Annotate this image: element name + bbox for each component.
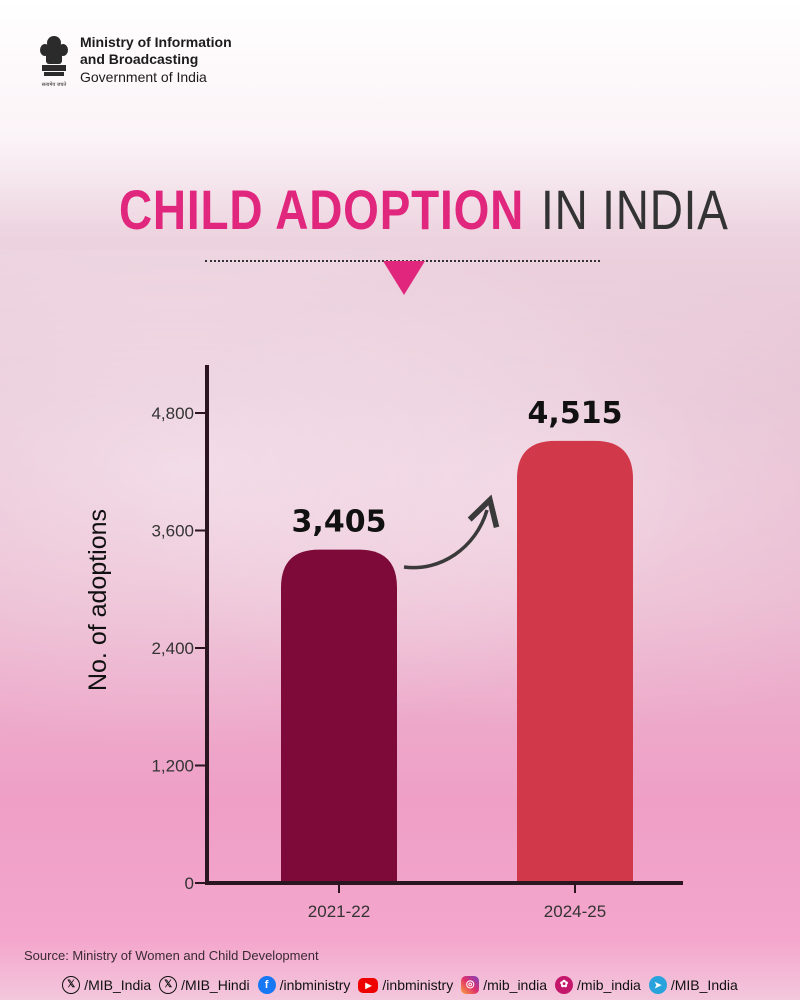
title-highlight: CHILD ADOPTION <box>119 178 525 241</box>
social-handle: /inbministry <box>382 977 454 993</box>
emblem-motto: सत्यमेव जयते <box>42 81 67 88</box>
y-axis-label: No. of adoptions <box>84 509 112 691</box>
title-pointer-icon <box>383 261 425 295</box>
growth-arrow-icon <box>403 494 500 570</box>
y-tick-label: 2,400 <box>151 639 194 658</box>
title-rest: IN INDIA <box>540 178 729 241</box>
bar-chart: 0 1,200 2,400 3,600 4,800 3,405 4,515 2021-22… <box>84 365 683 921</box>
social-handles-bar: 𝕏/MIB_India 𝕏/MIB_Hindi f/inbministry ▶/inb… <box>0 970 800 1000</box>
social-link[interactable]: ▶/inbministry <box>358 977 453 993</box>
bar-2021-22 <box>281 549 397 883</box>
ministry-name-line1: Ministry of Information <box>80 34 232 50</box>
youtube-icon: ▶ <box>358 977 379 993</box>
bar-value-label: 3,405 <box>292 505 387 540</box>
y-tick-label: 0 <box>185 874 194 893</box>
social-handle: /MIB_India <box>84 977 152 993</box>
source-note: Source: Ministry of Women and Child Deve… <box>24 948 319 963</box>
y-tick-label: 1,200 <box>151 757 194 776</box>
social-link[interactable]: ◎/mib_india <box>461 976 547 994</box>
koo-icon: ✿ <box>555 976 574 994</box>
y-tick-label: 4,800 <box>151 404 194 423</box>
bar-value-label: 4,515 <box>528 396 623 431</box>
instagram-icon: ◎ <box>461 976 480 994</box>
social-handle: /inbministry <box>279 977 351 993</box>
telegram-icon: ➤ <box>648 976 667 994</box>
social-link[interactable]: 𝕏/MIB_India <box>62 976 151 994</box>
social-handle: /mib_india <box>577 977 641 993</box>
facebook-icon: f <box>257 976 276 994</box>
x-tick-label: 2024-25 <box>544 902 606 921</box>
y-tick-label: 3,600 <box>151 522 194 541</box>
government-label: Government of India <box>80 69 207 85</box>
bar-2024-25 <box>517 440 633 883</box>
social-link[interactable]: 𝕏/MIB_Hindi <box>159 976 250 994</box>
ministry-name-line2: and Broadcasting <box>80 51 199 67</box>
ministry-header: सत्यमेव जयते Ministry of Information and… <box>38 34 232 92</box>
x-icon: 𝕏 <box>62 976 81 994</box>
x-icon: 𝕏 <box>159 976 178 994</box>
social-handle: /mib_india <box>483 977 548 993</box>
social-handle: /MIB_Hindi <box>181 977 250 993</box>
page-title: CHILD ADOPTION IN INDIA <box>0 178 800 242</box>
background-photo-haze <box>0 250 800 800</box>
x-tick-label: 2021-22 <box>308 902 370 921</box>
national-emblem-icon: सत्यमेव जयते <box>40 36 68 88</box>
social-link[interactable]: ✿/mib_india <box>555 976 641 994</box>
social-handle: /MIB_India <box>670 977 738 993</box>
social-link[interactable]: ➤/MIB_India <box>648 976 738 994</box>
social-link[interactable]: f/inbministry <box>257 976 351 994</box>
